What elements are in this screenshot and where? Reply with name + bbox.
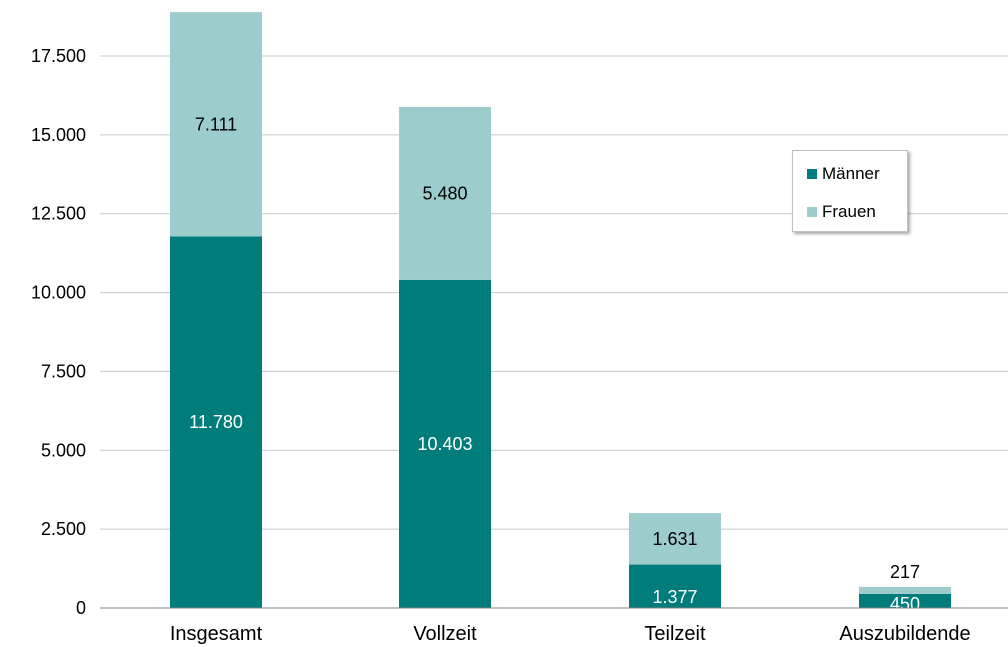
data-label-frauen: 217 [890, 562, 920, 582]
legend-swatch-frauen [807, 207, 817, 217]
x-tick-label: Insgesamt [170, 623, 263, 645]
bar-segment-maenner [399, 279, 491, 608]
data-label-frauen: 1.631 [652, 529, 697, 549]
y-tick-label: 10.000 [31, 283, 86, 303]
bar-segment-frauen [859, 586, 951, 594]
data-label-maenner: 450 [890, 594, 920, 614]
y-tick-label: 17.500 [31, 46, 86, 66]
legend: Männer Frauen [792, 150, 908, 232]
x-tick-label: Vollzeit [413, 623, 477, 645]
data-label-maenner: 10.403 [417, 434, 472, 454]
bar-segment-frauen [399, 107, 491, 280]
y-tick-label: 0 [76, 598, 86, 618]
data-label-maenner: 1.377 [652, 587, 697, 607]
data-label-frauen: 5.480 [422, 183, 467, 203]
legend-swatch-maenner [807, 169, 817, 179]
bar-segment-frauen [170, 12, 262, 237]
data-label-frauen: 7.111 [195, 114, 237, 134]
legend-label-frauen: Frauen [822, 202, 876, 221]
y-tick-label: 5.000 [41, 440, 86, 460]
x-tick-label: Teilzeit [644, 623, 706, 645]
y-tick-label: 2.500 [41, 519, 86, 539]
data-label-maenner: 11.780 [189, 412, 243, 432]
bar-segment-maenner [859, 593, 951, 608]
bar-segment-maenner [629, 564, 721, 608]
bar-segment-frauen [629, 513, 721, 565]
y-tick-label: 15.000 [31, 125, 86, 145]
legend-item-maenner: Männer [807, 164, 880, 184]
y-tick-label: 7.500 [41, 361, 86, 381]
y-tick-label: 12.500 [31, 204, 86, 224]
bar-segment-maenner [170, 236, 262, 608]
x-tick-label: Auszubildende [839, 623, 970, 645]
legend-label-maenner: Männer [822, 164, 880, 183]
legend-item-frauen: Frauen [807, 202, 876, 222]
